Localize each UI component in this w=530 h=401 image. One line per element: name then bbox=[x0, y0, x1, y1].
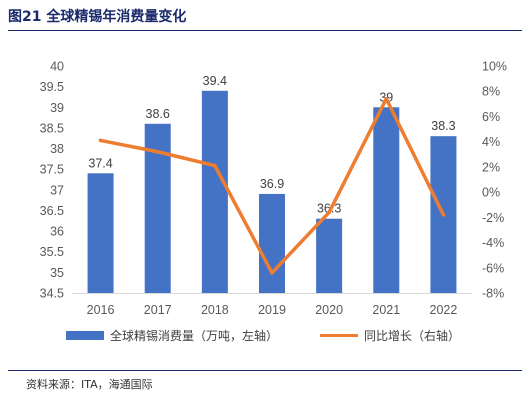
x-tick-label: 2022 bbox=[430, 303, 458, 317]
right-tick-label: -4% bbox=[482, 236, 504, 250]
x-tick-label: 2016 bbox=[87, 303, 115, 317]
x-tick-label: 2020 bbox=[315, 303, 343, 317]
legend: 全球精锡消费量（万吨，左轴） 同比增长（右轴） bbox=[66, 328, 460, 343]
right-tick-label: 0% bbox=[482, 186, 500, 200]
right-tick-label: 4% bbox=[482, 135, 500, 149]
left-axis: 34.5 35 35.5 36 36.5 37 37.5 38 38.5 39 39.5 40 bbox=[40, 60, 64, 301]
bottom-rule bbox=[8, 370, 522, 371]
bar bbox=[201, 90, 228, 293]
left-tick-label: 38.5 bbox=[40, 121, 64, 135]
left-tick-label: 37.5 bbox=[40, 163, 64, 177]
x-tick-label: 2017 bbox=[144, 303, 172, 317]
bar-value-label: 38.6 bbox=[146, 107, 170, 121]
left-tick-label: 36 bbox=[50, 225, 64, 239]
bar-value-label: 39.4 bbox=[203, 74, 227, 88]
right-tick-label: -2% bbox=[482, 211, 504, 225]
growth-point bbox=[327, 210, 331, 215]
right-tick-label: 10% bbox=[482, 60, 507, 74]
line-series bbox=[98, 96, 446, 275]
bar-series bbox=[87, 90, 457, 293]
legend-bar-swatch bbox=[66, 331, 104, 340]
growth-point bbox=[270, 271, 274, 275]
bar bbox=[259, 193, 285, 293]
x-tick-label: 2019 bbox=[258, 303, 286, 317]
x-tick-label: 2018 bbox=[201, 303, 229, 317]
right-tick-label: 2% bbox=[482, 160, 500, 174]
right-tick-label: -6% bbox=[482, 261, 504, 275]
left-tick-label: 35.5 bbox=[40, 245, 64, 259]
growth-point bbox=[155, 149, 160, 154]
right-tick-label: -8% bbox=[482, 287, 504, 301]
source-note: 资料来源：ITA，海通国际 bbox=[26, 378, 153, 391]
bar bbox=[87, 173, 114, 293]
growth-point bbox=[98, 138, 103, 143]
title-rule bbox=[8, 30, 522, 31]
right-tick-label: 8% bbox=[482, 85, 500, 99]
growth-point bbox=[384, 96, 389, 101]
growth-point bbox=[441, 213, 446, 217]
left-tick-label: 37 bbox=[50, 183, 64, 197]
x-axis: 2016 2017 2018 2019 2020 2021 2022 bbox=[72, 293, 472, 317]
left-tick-label: 39.5 bbox=[40, 80, 64, 94]
x-tick-label: 2021 bbox=[372, 303, 400, 317]
legend-line-label: 同比增长（右轴） bbox=[364, 328, 460, 343]
left-tick-label: 38 bbox=[50, 142, 64, 156]
left-tick-label: 34.5 bbox=[40, 287, 64, 301]
right-axis: -8% -6% -4% -2% 0% 2% 4% 6% 8% 10% bbox=[482, 60, 507, 301]
left-tick-label: 36.5 bbox=[40, 204, 64, 218]
left-tick-label: 39 bbox=[50, 101, 64, 115]
left-tick-label: 35 bbox=[50, 266, 64, 280]
bar-value-label: 36.9 bbox=[260, 177, 284, 191]
growth-point bbox=[213, 163, 217, 168]
bar bbox=[373, 107, 400, 293]
bar-value-label: 37.4 bbox=[88, 156, 112, 170]
left-tick-label: 40 bbox=[50, 60, 64, 74]
bar-value-label: 38.3 bbox=[431, 119, 455, 133]
chart: 34.5 35 35.5 36 36.5 37 37.5 38 38.5 39 39.5 40 -8%… bbox=[40, 60, 507, 344]
chart-title: 图21 全球精锡年消费量变化 bbox=[8, 9, 187, 25]
legend-bar-label: 全球精锡消费量（万吨，左轴） bbox=[110, 328, 278, 343]
bar bbox=[316, 218, 343, 293]
right-tick-label: 6% bbox=[482, 110, 500, 124]
